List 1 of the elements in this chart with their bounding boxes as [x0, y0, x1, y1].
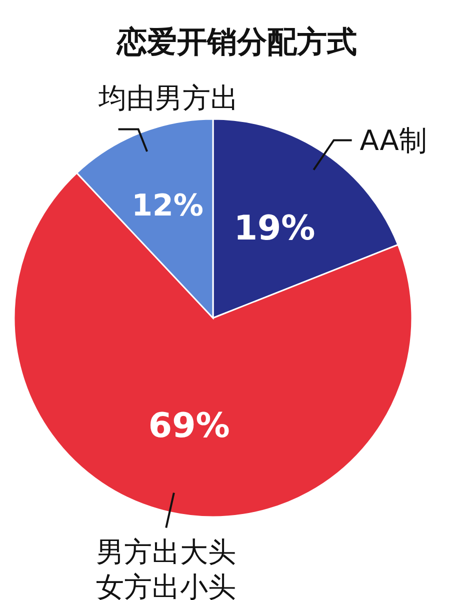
title: 恋爱开销分配方式: [117, 25, 357, 60]
